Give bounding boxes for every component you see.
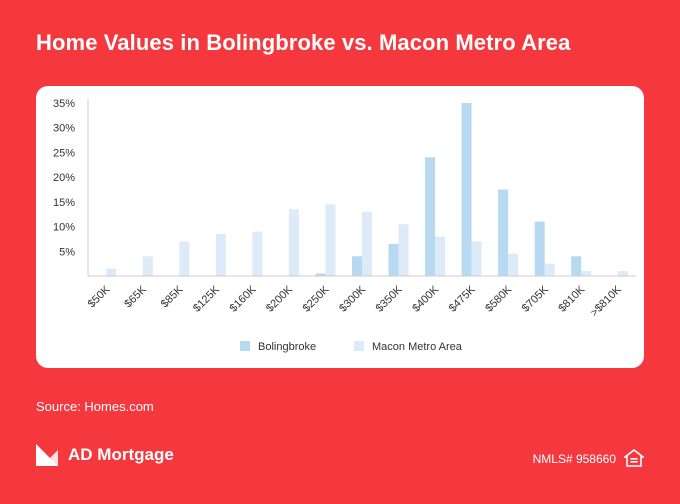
x-tick-label: >$810K	[588, 283, 624, 319]
x-tick-label: $475K	[447, 283, 478, 314]
source-text: Source: Homes.com	[36, 399, 154, 414]
y-tick-label: 15%	[53, 197, 75, 209]
bar-bolingbroke	[498, 189, 509, 276]
bar-bolingbroke	[352, 256, 362, 276]
legend-swatch	[354, 341, 364, 351]
x-tick-label: $580K	[483, 283, 514, 314]
equal-housing-lender-icon	[624, 449, 644, 467]
y-tick-label: 10%	[53, 222, 75, 234]
bar-macon	[435, 236, 446, 276]
bar-macon	[325, 204, 336, 276]
bars	[106, 103, 628, 276]
x-tick-label: $400K	[410, 283, 441, 314]
x-tick-label: $125K	[191, 283, 222, 314]
y-tick-label: 25%	[53, 147, 75, 159]
bar-macon	[362, 211, 372, 276]
bar-bolingbroke	[315, 273, 326, 276]
chart-card: 5% 10% 15% 20% 25% 30% 35% $50K $65K $85K $125K $1…	[36, 86, 644, 368]
chart-svg: 5% 10% 15% 20% 25% 30% 35% $50K $65K $85K $125K $1…	[53, 98, 636, 353]
bar-bolingbroke	[571, 256, 582, 276]
bar-macon	[508, 253, 519, 276]
chart-title: Home Values in Bolingbroke vs. Macon Met…	[36, 30, 571, 55]
legend-label: Macon Metro Area	[372, 341, 463, 353]
bar-macon	[215, 233, 226, 276]
bar-macon	[581, 271, 592, 276]
legend-label: Bolingbroke	[258, 341, 316, 353]
y-axis: 5% 10% 15% 20% 25% 30% 35%	[53, 98, 89, 276]
bar-bolingbroke	[534, 221, 545, 276]
bar-macon	[471, 241, 482, 276]
x-tick-label: $160K	[228, 283, 259, 314]
bar-macon	[179, 241, 190, 276]
bar-macon	[398, 224, 409, 276]
nmls-number: NMLS# 958660	[532, 452, 616, 466]
bar-macon	[617, 271, 628, 276]
legend: Bolingbroke Macon Metro Area	[240, 341, 463, 353]
brand-name: AD Mortgage	[68, 445, 174, 464]
bar-macon	[544, 263, 555, 276]
y-tick-label: 30%	[53, 123, 75, 135]
x-tick-label: $85K	[159, 283, 186, 310]
x-tick-label: $705K	[520, 283, 551, 314]
bar-macon	[252, 231, 263, 276]
x-tick-label: $250K	[301, 283, 332, 314]
y-tick-label: 20%	[53, 172, 75, 184]
x-tick-label: $350K	[374, 283, 405, 314]
legend-swatch	[240, 341, 250, 351]
bar-macon	[288, 209, 299, 276]
brand: AD Mortgage	[36, 444, 174, 466]
x-tick-label: $810K	[556, 283, 587, 314]
ad-mortgage-logo-icon	[36, 444, 58, 466]
x-tick-label: $200K	[264, 283, 295, 314]
bar-macon	[106, 268, 117, 276]
bar-macon	[142, 256, 153, 276]
x-tick-label: $50K	[86, 283, 113, 310]
x-tick-label: $65K	[122, 283, 149, 310]
x-tick-label: $300K	[337, 283, 368, 314]
y-tick-label: 5%	[59, 246, 75, 258]
x-axis: $50K $65K $85K $125K $160K $200K $250K $300K $35…	[86, 275, 636, 319]
bar-bolingbroke	[388, 243, 399, 276]
bar-bolingbroke	[461, 103, 472, 276]
y-tick-label: 35%	[53, 98, 75, 110]
bar-bolingbroke	[425, 157, 436, 276]
